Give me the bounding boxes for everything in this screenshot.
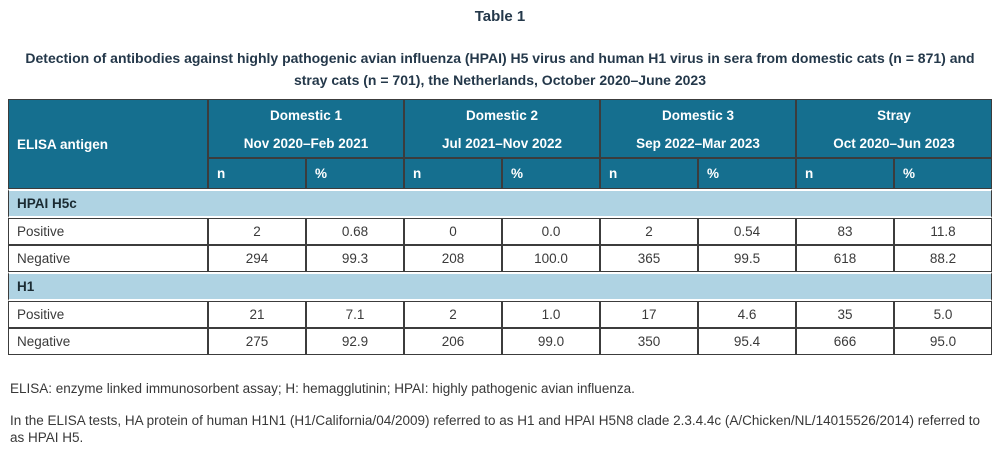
subheader-pct: % [698, 158, 796, 190]
cell-value: 1.0 [502, 301, 600, 329]
group-header-domestic-2: Domestic 2 Jul 2021–Nov 2022 [404, 99, 600, 159]
group-header-stray: Stray Oct 2020–Jun 2023 [796, 99, 992, 159]
row-label: Negative [8, 328, 208, 356]
subheader-n: n [404, 158, 502, 190]
cell-value: 35 [796, 301, 894, 329]
section-label: H1 [8, 272, 992, 302]
group-period: Sep 2022–Mar 2023 [636, 136, 760, 152]
cell-value: 4.6 [698, 301, 796, 329]
row-label: Positive [8, 301, 208, 329]
cell-value: 0.54 [698, 218, 796, 246]
subheader-n: n [208, 158, 306, 190]
header-sub-row: n % n % n % n % [8, 158, 992, 190]
group-period: Nov 2020–Feb 2021 [243, 136, 369, 152]
column-header-elisa-antigen: ELISA antigen [8, 99, 208, 190]
cell-value: 83 [796, 218, 894, 246]
cell-value: 99.5 [698, 245, 796, 273]
group-label: Domestic 2 [465, 108, 539, 124]
cell-value: 88.2 [894, 245, 992, 273]
group-period: Jul 2021–Nov 2022 [441, 136, 563, 152]
cell-value: 21 [208, 301, 306, 329]
cell-value: 92.9 [306, 328, 404, 356]
group-label: Domestic 1 [269, 108, 343, 124]
cell-value: 294 [208, 245, 306, 273]
subheader-n: n [600, 158, 698, 190]
footnote-elisa-details: In the ELISA tests, HA protein of human … [10, 412, 981, 446]
cell-value: 2 [208, 218, 306, 246]
cell-value: 17 [600, 301, 698, 329]
cell-value: 618 [796, 245, 894, 273]
cell-value: 11.8 [894, 218, 992, 246]
table-row: Positive 21 7.1 2 1.0 17 4.6 35 5.0 [8, 301, 992, 329]
cell-value: 208 [404, 245, 502, 273]
cell-value: 100.0 [502, 245, 600, 273]
cell-value: 0.0 [502, 218, 600, 246]
group-header-domestic-3: Domestic 3 Sep 2022–Mar 2023 [600, 99, 796, 159]
header-group-row: ELISA antigen Domestic 1 Nov 2020–Feb 20… [8, 99, 992, 190]
subheader-pct: % [894, 158, 992, 190]
cell-value: 99.0 [502, 328, 600, 356]
cell-value: 365 [600, 245, 698, 273]
subheader-pct: % [502, 158, 600, 190]
cell-value: 206 [404, 328, 502, 356]
table-title: Table 1 [474, 8, 526, 25]
cell-value: 2 [404, 301, 502, 329]
cell-value: 5.0 [894, 301, 992, 329]
row-label: Positive [8, 218, 208, 246]
cell-value: 0.68 [306, 218, 404, 246]
group-label: Domestic 3 [661, 108, 735, 124]
cell-value: 95.4 [698, 328, 796, 356]
row-label: Negative [8, 245, 208, 273]
subheader-n: n [796, 158, 894, 190]
antibody-detection-table: ELISA antigen Domestic 1 Nov 2020–Feb 20… [8, 99, 992, 356]
cell-value: 0 [404, 218, 502, 246]
cell-value: 350 [600, 328, 698, 356]
table-row: Negative 275 92.9 206 99.0 350 95.4 666 … [8, 328, 992, 356]
group-period: Oct 2020–Jun 2023 [833, 136, 955, 152]
section-row-h1: H1 [8, 272, 992, 302]
cell-value: 275 [208, 328, 306, 356]
table-caption: Detection of antibodies against highly p… [25, 50, 975, 88]
footnote-abbreviations: ELISA: enzyme linked immunosorbent assay… [10, 381, 635, 397]
cell-value: 95.0 [894, 328, 992, 356]
group-label: Stray [877, 108, 911, 124]
table-row: Positive 2 0.68 0 0.0 2 0.54 83 11.8 [8, 218, 992, 246]
group-header-domestic-1: Domestic 1 Nov 2020–Feb 2021 [208, 99, 404, 159]
table-row: Negative 294 99.3 208 100.0 365 99.5 618… [8, 245, 992, 273]
section-row-hpai-h5c: HPAI H5c [8, 189, 992, 219]
cell-value: 2 [600, 218, 698, 246]
cell-value: 666 [796, 328, 894, 356]
section-label: HPAI H5c [8, 189, 992, 219]
subheader-pct: % [306, 158, 404, 190]
cell-value: 7.1 [306, 301, 404, 329]
cell-value: 99.3 [306, 245, 404, 273]
